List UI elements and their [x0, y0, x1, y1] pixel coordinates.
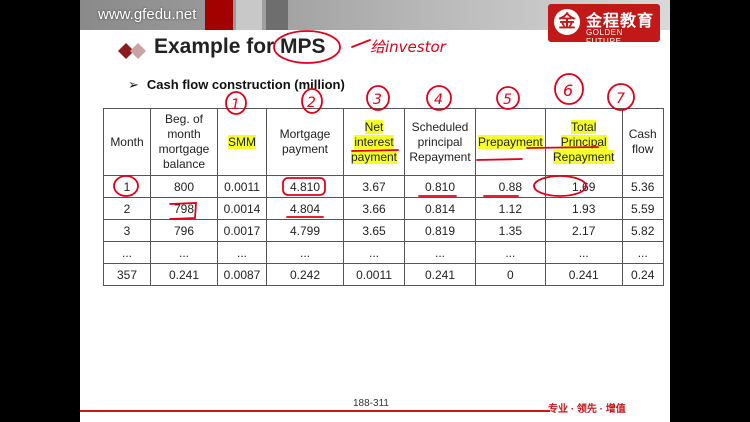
table-cell: 0.241 [150, 263, 218, 286]
table-cell: 0.242 [266, 263, 344, 286]
footer-divider [80, 410, 550, 412]
table-cell: ... [266, 241, 344, 264]
table-cell: 1 [103, 175, 151, 198]
table-cell: ... [544, 241, 623, 264]
logo-chinese-text: 金程教育 [586, 13, 655, 30]
table-header-row: Month Beg. of month mortgage balance SMM… [103, 108, 664, 176]
header-total-principal: Total Principal Repayment [544, 108, 623, 176]
table-cell: 4.799 [266, 219, 344, 242]
table-cell: 5.82 [621, 219, 664, 242]
table-cell: 357 [103, 263, 151, 286]
table-cell: 0.88 [475, 175, 546, 198]
table-cell: 3.65 [343, 219, 405, 242]
cash-flow-table: Month Beg. of month mortgage balance SMM… [103, 108, 664, 286]
header-net-interest: Net interest payment [343, 108, 405, 176]
page-number: 188-311 [353, 398, 389, 409]
table-row: 2 798 0.0014 4.804 3.66 0.814 1.12 1.93 … [103, 197, 664, 220]
table-cell: 1.12 [475, 197, 546, 220]
table-row: 1 800 0.0011 4.810 3.67 0.810 0.88 1.69 … [103, 175, 664, 198]
header-cash-flow: Cash flow [621, 108, 664, 176]
table-cell: 0.0087 [217, 263, 267, 286]
table-cell: ... [343, 241, 405, 264]
table-cell: 0.241 [544, 263, 623, 286]
header-month: Month [103, 108, 151, 176]
table-cell: 5.59 [621, 197, 664, 220]
table-cell: 0.0014 [217, 197, 267, 220]
site-url: www.gfedu.net [98, 6, 197, 23]
table-cell: 0.0017 [217, 219, 267, 242]
slide-title: Example for MPS [154, 35, 326, 58]
table-cell: 1.93 [544, 197, 623, 220]
table-cell: ... [217, 241, 267, 264]
footer-slogan: 专业 · 领先 · 增值 [548, 404, 626, 415]
table-cell: 0 [475, 263, 546, 286]
gfedu-logo-icon: 金 [554, 9, 580, 35]
table-row: 3 796 0.0017 4.799 3.65 0.819 1.35 2.17 … [103, 219, 664, 242]
header-scheduled-principal: Scheduled principal Repayment [404, 108, 476, 176]
table-cell: 0.24 [621, 263, 664, 286]
table-row: ... ... ... ... ... ... ... ... ... [103, 241, 664, 264]
diamond-deco-icon [118, 43, 146, 59]
table-cell: 1.69 [544, 175, 623, 198]
header-prepayment: Prepayment [475, 108, 546, 176]
table-cell: 2 [103, 197, 151, 220]
brand-logo: 金 金程教育 GOLDEN FUTURE [548, 4, 660, 46]
table-cell: 3.67 [343, 175, 405, 198]
table-cell: 3 [103, 219, 151, 242]
table-cell: ... [103, 241, 151, 264]
table-cell: ... [475, 241, 546, 264]
table-cell: 3.66 [343, 197, 405, 220]
table-row: 357 0.241 0.0087 0.242 0.0011 0.241 0 0.… [103, 263, 664, 286]
table-cell: 800 [150, 175, 218, 198]
slide-subtitle: ➢ Cash flow construction (million) [128, 77, 345, 93]
table-cell: 0.819 [404, 219, 476, 242]
table-cell: 0.0011 [343, 263, 405, 286]
table-cell: 0.241 [404, 263, 476, 286]
table-cell: 1.35 [475, 219, 546, 242]
table-cell: 4.810 [266, 175, 344, 198]
table-cell: 2.17 [544, 219, 623, 242]
logo-english-text: GOLDEN FUTURE [586, 28, 623, 46]
header-beg-balance: Beg. of month mortgage balance [150, 108, 218, 176]
table-cell: 0.814 [404, 197, 476, 220]
table-cell: ... [150, 241, 218, 264]
header-mortgage-payment: Mortgage payment [266, 108, 344, 176]
table-cell: 798 [150, 197, 218, 220]
header-smm: SMM [217, 108, 267, 176]
table-cell: 4.804 [266, 197, 344, 220]
table-cell: ... [404, 241, 476, 264]
table-cell: 5.36 [621, 175, 664, 198]
table-cell: 0.810 [404, 175, 476, 198]
table-cell: 0.0011 [217, 175, 267, 198]
arrow-bullet-icon: ➢ [128, 77, 139, 92]
table-cell: ... [621, 241, 664, 264]
subtitle-text: Cash flow construction (million) [146, 77, 345, 92]
table-cell: 796 [150, 219, 218, 242]
